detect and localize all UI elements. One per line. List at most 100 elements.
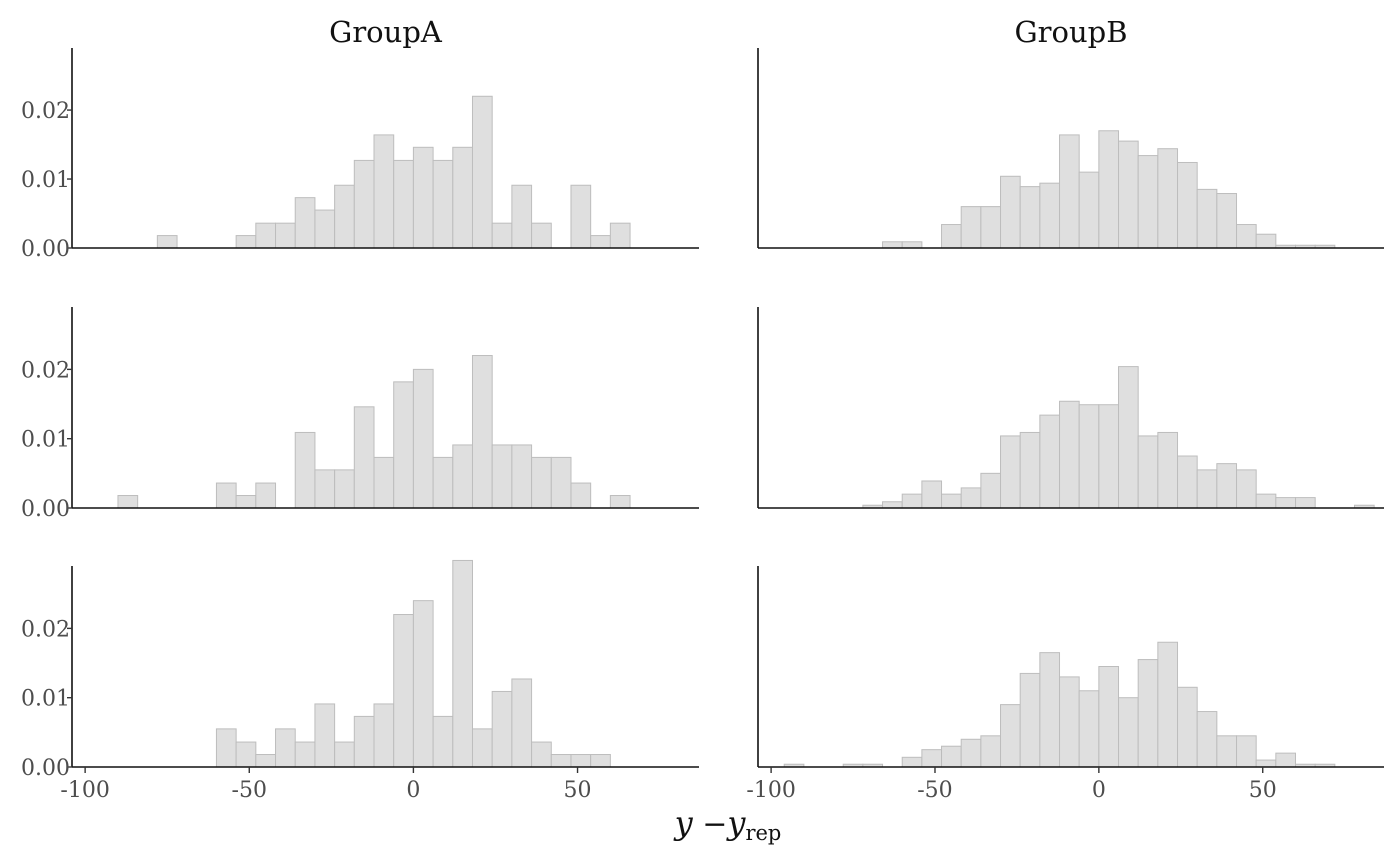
histogram-bar-groupb-r1-1 <box>901 241 923 249</box>
histogram-bar-groupa-r1-0 <box>156 235 178 249</box>
histogram-bar-groupa-r1-17 <box>570 184 592 249</box>
histogram-bar-groupb-r1-0 <box>882 241 903 249</box>
histogram-bar-groupa-r3-3 <box>275 728 296 768</box>
histogram-bar-groupa-r2-12 <box>452 444 473 509</box>
histogram-bar-groupa-r3-6 <box>334 741 355 768</box>
histogram-bar-groupb-r2-5 <box>960 487 982 509</box>
histogram-bar-groupa-r2-9 <box>393 381 414 509</box>
histogram-bar-groupa-r1-18 <box>590 235 611 249</box>
histogram-bar-groupb-r3-20 <box>1236 735 1257 768</box>
histogram-bar-groupb-r1-10 <box>1098 130 1120 249</box>
histogram-bar-groupa-r3-19 <box>590 754 611 768</box>
histogram-bar-groupa-r1-9 <box>393 159 414 249</box>
histogram-bar-groupa-r1-5 <box>314 209 336 249</box>
histogram-bar-groupa-r3-18 <box>570 754 592 768</box>
histogram-bar-groupa-r1-3 <box>275 222 296 249</box>
histogram-bar-groupb-r2-17 <box>1196 469 1218 509</box>
histogram-bar-groupb-r1-3 <box>960 206 982 249</box>
histogram-bar-groupa-r1-15 <box>511 184 533 249</box>
histogram-bar-groupa-r1-14 <box>491 222 513 249</box>
histogram-bar-groupb-r2-21 <box>1275 497 1296 509</box>
strip-title-groupb: GroupB <box>1014 15 1127 49</box>
histogram-bar-groupa-r2-19 <box>609 495 631 509</box>
histogram-bar-groupb-r2-1 <box>882 501 903 509</box>
histogram-bar-groupa-r3-2 <box>255 754 277 768</box>
histogram-bar-groupb-r2-12 <box>1098 404 1120 509</box>
histogram-bar-groupb-r2-2 <box>901 493 923 509</box>
histogram-bar-groupb-r3-18 <box>1196 711 1218 768</box>
x-tick-label-groupb-2: 0 <box>1092 778 1106 803</box>
histogram-bar-groupa-r1-8 <box>373 134 395 249</box>
histogram-bar-groupa-r1-2 <box>255 222 277 249</box>
histogram-bar-groupb-r1-17 <box>1236 224 1257 249</box>
x-axis-title-y: y <box>673 804 694 842</box>
y-tick-label-r2-2: 0.02 <box>21 358 70 383</box>
histogram-bar-groupb-r3-3 <box>901 756 923 768</box>
histogram-bar-groupa-r1-7 <box>353 159 375 249</box>
histogram-bar-groupa-r1-6 <box>334 184 355 249</box>
histogram-bar-groupb-r3-19 <box>1216 735 1238 768</box>
histogram-bar-groupa-r2-8 <box>373 456 395 509</box>
histogram-bar-groupb-r2-20 <box>1255 493 1277 509</box>
histogram-bar-groupa-r2-13 <box>471 355 493 509</box>
histogram-bar-groupa-r3-13 <box>471 728 493 768</box>
histogram-bar-groupa-r3-5 <box>314 703 336 768</box>
histogram-bar-groupb-r2-19 <box>1236 469 1257 509</box>
histogram-bar-groupa-r3-16 <box>531 741 552 768</box>
histogram-bar-groupb-r2-18 <box>1216 463 1238 509</box>
histogram-bar-groupa-r2-7 <box>353 406 375 509</box>
histogram-bar-groupa-r1-19 <box>609 222 631 249</box>
histogram-bar-groupb-r1-11 <box>1118 140 1139 249</box>
histogram-bar-groupa-r3-7 <box>353 715 375 768</box>
histogram-bar-groupb-r2-16 <box>1177 455 1198 509</box>
histogram-bar-groupb-r2-13 <box>1118 366 1139 509</box>
histogram-bar-groupb-r3-5 <box>941 745 962 768</box>
x-axis-title: y −yrep <box>673 804 782 845</box>
x-tick-label-groupb-0: -100 <box>746 778 795 803</box>
histogram-bar-groupa-r1-16 <box>531 222 552 249</box>
x-axis-title-minus: − <box>693 807 728 842</box>
histogram-bar-groupa-r2-2 <box>235 495 257 509</box>
histogram-bar-groupa-r2-5 <box>314 469 336 509</box>
histogram-bar-groupb-r3-8 <box>1000 704 1021 768</box>
histogram-bar-groupb-r2-9 <box>1039 414 1061 509</box>
histogram-bar-groupb-r1-7 <box>1039 182 1061 249</box>
histogram-bar-groupa-r2-15 <box>511 444 533 509</box>
histogram-bar-groupa-r2-11 <box>432 456 454 509</box>
histogram-bar-groupb-r3-14 <box>1118 697 1139 768</box>
histogram-bar-groupb-r1-14 <box>1177 161 1198 249</box>
y-tick-label-r1-1: 0.01 <box>21 168 70 193</box>
histogram-bar-groupa-r3-0 <box>215 728 237 768</box>
histogram-bar-groupa-r1-11 <box>432 159 454 249</box>
histogram-bar-groupa-r3-9 <box>393 614 414 768</box>
histogram-bar-groupa-r1-1 <box>235 235 257 249</box>
histogram-bar-groupa-r3-8 <box>373 703 395 768</box>
histogram-bar-groupb-r3-10 <box>1039 652 1061 768</box>
histogram-bar-groupb-r3-12 <box>1078 690 1100 768</box>
histogram-bar-groupa-r2-18 <box>570 482 592 509</box>
histogram-bar-groupa-r3-15 <box>511 678 533 768</box>
histogram-bar-groupa-r3-1 <box>235 741 257 768</box>
histogram-bar-groupa-r1-4 <box>294 197 316 249</box>
x-tick-label-groupa-2: 0 <box>406 778 420 803</box>
histogram-bar-groupa-r1-10 <box>412 146 434 249</box>
x-tick-label-groupa-0: -100 <box>60 778 109 803</box>
histogram-bar-groupb-r3-6 <box>960 738 982 768</box>
strip-title-groupa: GroupA <box>329 15 443 49</box>
histogram-bar-groupb-r2-8 <box>1019 431 1041 509</box>
histogram-bar-groupa-r2-3 <box>255 482 277 509</box>
histogram-bar-groupb-r2-22 <box>1295 497 1316 509</box>
histogram-bar-groupb-r2-7 <box>1000 435 1021 509</box>
histogram-bar-groupb-r2-14 <box>1137 435 1159 509</box>
histogram-bar-groupa-r2-6 <box>334 469 355 509</box>
histogram-bar-groupb-r1-12 <box>1137 155 1159 249</box>
histogram-bar-groupa-r2-4 <box>294 431 316 509</box>
histogram-bar-groupa-r2-16 <box>531 456 552 509</box>
histogram-bar-groupb-r3-4 <box>921 749 943 768</box>
histogram-bar-groupb-r1-4 <box>980 206 1002 249</box>
histogram-bar-groupa-r2-0 <box>117 495 139 509</box>
histogram-bar-groupb-r1-15 <box>1196 188 1218 249</box>
histogram-bar-groupb-r1-5 <box>1000 175 1021 249</box>
histogram-bar-groupb-r2-15 <box>1157 431 1179 509</box>
